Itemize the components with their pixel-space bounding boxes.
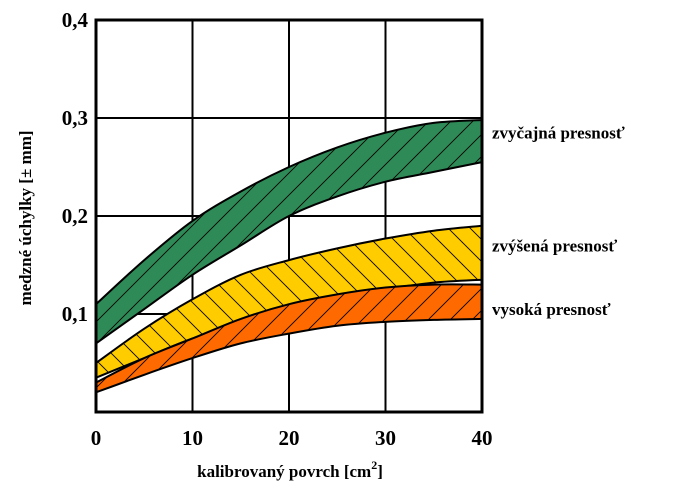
band-upper-line-zvycajna [95,118,483,305]
band-lower-line-zvycajna [95,161,483,345]
band-lower-line-vysoka [95,317,483,394]
x-axis-title-end: ] [377,462,383,481]
x-axis-title: kalibrovaný povrch [cm2] [197,458,383,481]
x-tick-10: 10 [182,426,203,450]
x-axis-title-superscript: 2 [371,458,377,472]
x-tick-labels: 0 10 20 30 40 [91,426,493,450]
y-tick-0-4: 0,4 [62,8,89,32]
x-tick-20: 20 [279,426,300,450]
band-hatch-zvycajna [96,119,482,344]
band-areas [95,118,483,394]
plot-frame [94,18,484,414]
y-tick-0-3: 0,3 [62,106,88,130]
band-labels: zvyčajná presnosť zvýšená presnosť vysok… [492,124,625,319]
band-upper-line-zvysena [95,224,483,364]
band-label-vysoka: vysoká presnosť [492,300,611,319]
band-hatch-vysoka [96,284,482,393]
x-tick-40: 40 [472,426,493,450]
x-tick-0: 0 [91,426,102,450]
y-tick-0-1: 0,1 [62,302,88,326]
band-upper-line-vysoka [95,283,483,384]
y-tick-labels: 0,1 0,2 0,3 0,4 [62,8,89,326]
band-hatch-zvysena [96,225,482,378]
band-label-zvycajna: zvyčajná presnosť [492,124,625,143]
band-label-zvysena: zvýšená presnosť [492,236,617,255]
x-axis-title-main: kalibrovaný povrch [cm [197,462,371,481]
y-tick-0-2: 0,2 [62,204,88,228]
x-tick-30: 30 [375,426,396,450]
y-axis-title: medzné úchylky [± mm] [16,130,35,305]
